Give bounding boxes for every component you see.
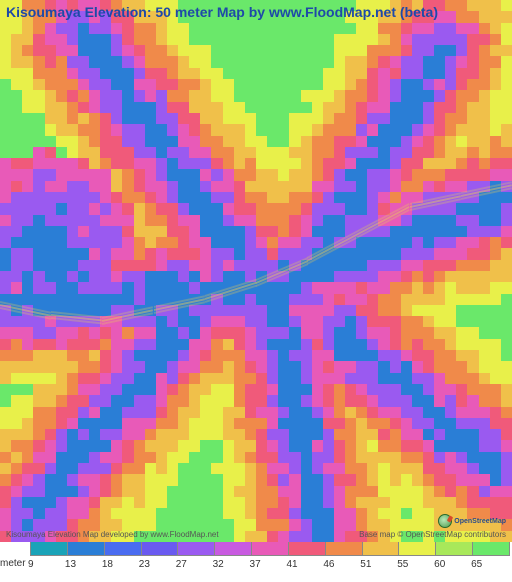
- globe-icon: [438, 514, 452, 528]
- legend-value: 9: [28, 559, 34, 570]
- legend-value: 55: [397, 559, 408, 570]
- legend-segment: [214, 542, 251, 556]
- legend-value: 13: [65, 559, 76, 570]
- legend-value: 46: [323, 559, 334, 570]
- legend-value: 32: [213, 559, 224, 570]
- legend-value: 51: [360, 559, 371, 570]
- legend-unit: meter: [0, 558, 26, 569]
- legend-segment: [288, 542, 325, 556]
- attribution-left: Kisoumaya Elevation Map developed by www…: [6, 530, 219, 539]
- legend-segment: [67, 542, 104, 556]
- osm-logo-text: OpenStreetMap: [454, 518, 506, 525]
- legend-value: 65: [471, 559, 482, 570]
- legend-segment: [362, 542, 399, 556]
- legend-segment: [472, 542, 510, 556]
- legend-value: 60: [434, 559, 445, 570]
- legend-value: 37: [250, 559, 261, 570]
- map-container: Kisoumaya Elevation: 50 meter Map by www…: [0, 0, 512, 542]
- legend-segment: [435, 542, 472, 556]
- attribution-right: Base map © OpenStreetMap contributors: [359, 530, 506, 539]
- legend-segment: [398, 542, 435, 556]
- legend-value: 41: [286, 559, 297, 570]
- osm-logo[interactable]: OpenStreetMap: [438, 514, 506, 528]
- map-title: Kisoumaya Elevation: 50 meter Map by www…: [6, 4, 438, 20]
- legend-segment: [325, 542, 362, 556]
- legend-segment: [251, 542, 288, 556]
- legend-segment: [30, 542, 67, 556]
- legend-value: 23: [139, 559, 150, 570]
- legend-color-bar: [30, 542, 510, 556]
- legend-segment: [104, 542, 141, 556]
- legend-value: 18: [102, 559, 113, 570]
- legend-segment: [177, 542, 214, 556]
- legend-segment: [141, 542, 178, 556]
- legend-value: 27: [176, 559, 187, 570]
- elevation-heatmap: [0, 0, 512, 542]
